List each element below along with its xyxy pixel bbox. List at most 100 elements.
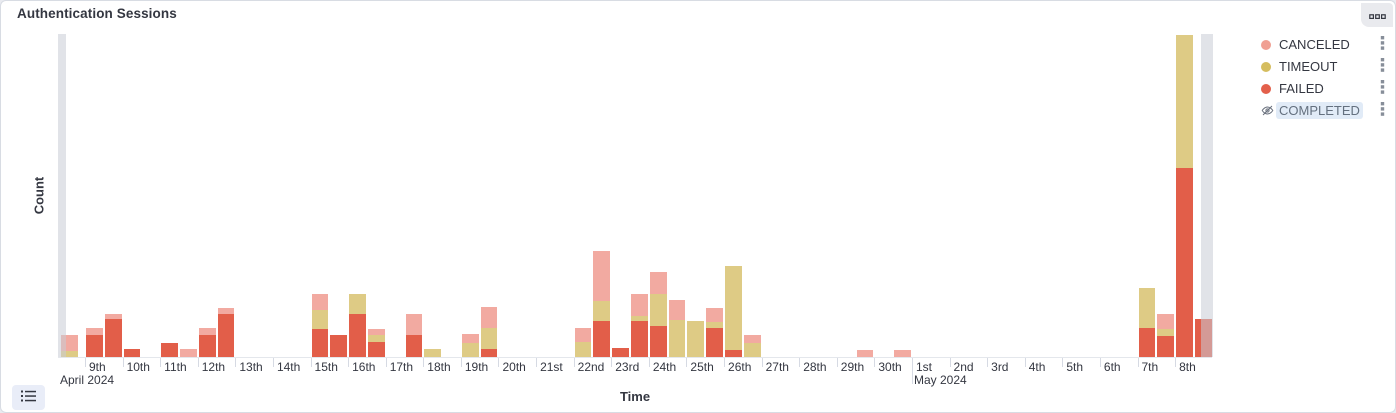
boxes-vertical-icon <box>1380 80 1385 97</box>
x-axis-tick-label: 8th <box>1179 360 1196 374</box>
bar-segment-timeout[interactable] <box>367 335 385 342</box>
legend-item-actions-button[interactable] <box>1378 34 1387 55</box>
x-axis-tick-label: 3rd <box>991 360 1009 374</box>
bar-segment-timeout[interactable] <box>631 316 648 321</box>
bar-segment-failed[interactable] <box>725 350 742 357</box>
x-axis-tick <box>911 358 913 384</box>
bar-segment-canceled[interactable] <box>743 335 761 343</box>
x-axis-tick-label: 13th <box>239 360 263 374</box>
x-axis-tick-label: 17th <box>389 360 414 374</box>
bar-segment-failed[interactable] <box>593 321 611 357</box>
legend-item-timeout[interactable]: TIMEOUT <box>1261 56 1387 77</box>
x-axis-tick <box>761 358 763 367</box>
legend-item-failed[interactable]: FAILED <box>1261 78 1387 99</box>
bar-segment-canceled[interactable] <box>668 300 686 320</box>
bar-segment-canceled[interactable] <box>85 328 103 335</box>
bar-segment-canceled[interactable] <box>1157 314 1175 329</box>
bar-segment-canceled[interactable] <box>480 307 498 328</box>
bar-segment-timeout[interactable] <box>1157 329 1175 336</box>
bar-segment-canceled[interactable] <box>217 308 235 314</box>
x-axis-tick <box>197 358 199 367</box>
x-axis-tick-label: 25th <box>690 360 714 374</box>
bar-segment-failed[interactable] <box>649 326 667 357</box>
legend-label: CANCELED <box>1279 37 1350 52</box>
panel-title: Authentication Sessions <box>17 6 177 21</box>
x-axis-tick-label: 4th <box>1028 360 1046 374</box>
plot-area <box>58 34 1213 357</box>
bar-segment-failed[interactable] <box>367 342 385 357</box>
bar-segment-timeout[interactable] <box>725 266 742 350</box>
bar-segment-timeout[interactable] <box>668 320 686 357</box>
bar-segment-failed[interactable] <box>1138 328 1156 357</box>
bar-segment-timeout[interactable] <box>311 310 329 329</box>
bar-segment-timeout[interactable] <box>349 294 366 314</box>
bar-segment-canceled[interactable] <box>856 350 874 357</box>
bar-segment-canceled[interactable] <box>706 308 723 322</box>
bar-segment-timeout[interactable] <box>687 321 705 357</box>
bar-segment-failed[interactable] <box>104 319 122 357</box>
legend-item-canceled[interactable]: CANCELED <box>1261 34 1387 55</box>
bar-segment-failed[interactable] <box>631 321 648 357</box>
bar-segment-timeout[interactable] <box>60 351 78 357</box>
bar-segment-canceled[interactable] <box>104 314 122 319</box>
bar-segment-timeout[interactable] <box>424 349 442 357</box>
x-axis-tick-label: 6th <box>1103 360 1121 374</box>
bar-segment-failed[interactable] <box>480 349 498 357</box>
bar-segment-canceled[interactable] <box>179 349 197 357</box>
bar-segment-canceled[interactable] <box>461 334 479 343</box>
bar-segment-failed[interactable] <box>612 348 630 357</box>
legend-toggle-button[interactable] <box>12 385 45 410</box>
bar-segment-failed[interactable] <box>330 335 348 357</box>
bar-segment-timeout[interactable] <box>574 342 592 357</box>
bar-segment-failed[interactable] <box>706 328 723 357</box>
bar-segment-failed[interactable] <box>217 314 235 357</box>
legend-item-actions-button[interactable] <box>1378 56 1387 77</box>
legend-label: FAILED <box>1279 81 1324 96</box>
bar-segment-failed[interactable] <box>311 329 329 357</box>
bar-segment-canceled[interactable] <box>894 350 911 357</box>
bar-segment-timeout[interactable] <box>1138 288 1156 328</box>
bar-segment-canceled[interactable] <box>593 251 611 301</box>
bar-segment-canceled[interactable] <box>405 314 423 335</box>
boxes-horizontal-icon <box>1368 8 1386 23</box>
x-axis-tick-label: 29th <box>840 360 865 374</box>
bar-segment-failed[interactable] <box>1176 168 1193 357</box>
x-axis-tick <box>1024 358 1026 367</box>
x-axis-tick <box>498 358 500 367</box>
bar-segment-canceled[interactable] <box>367 329 385 335</box>
panel-menu-button[interactable] <box>1361 3 1393 27</box>
legend-item-actions-button[interactable] <box>1378 78 1387 99</box>
bar-segment-failed[interactable] <box>1157 336 1175 357</box>
x-axis-tick <box>799 358 801 367</box>
x-axis-tick-label: 23rd <box>615 360 640 374</box>
bar-segment-canceled[interactable] <box>311 294 329 310</box>
bar-segment-failed[interactable] <box>405 335 423 357</box>
x-axis-tick <box>686 358 688 367</box>
bar-segment-failed[interactable] <box>349 314 366 357</box>
bar-segment-timeout[interactable] <box>1176 35 1193 168</box>
legend-item-completed[interactable]: COMPLETED <box>1261 100 1387 121</box>
bar-segment-failed[interactable] <box>123 349 141 357</box>
bar-segment-failed[interactable] <box>85 335 103 357</box>
x-axis-tick-label: 12th <box>201 360 226 374</box>
x-axis-tick <box>84 358 86 367</box>
bar-segment-timeout[interactable] <box>461 343 479 357</box>
x-axis-tick-label: 26th <box>728 360 752 374</box>
x-axis-tick-label: 5th <box>1066 360 1084 374</box>
x-axis-tick <box>1099 358 1101 367</box>
bar-segment-failed[interactable] <box>198 335 216 357</box>
legend-item-actions-button[interactable] <box>1378 100 1387 121</box>
bar-segment-canceled[interactable] <box>649 272 667 294</box>
partial-bucket-marker <box>1201 34 1213 357</box>
bar-segment-timeout[interactable] <box>743 343 761 357</box>
bar-segment-timeout[interactable] <box>649 294 667 326</box>
bar-segment-failed[interactable] <box>161 343 178 357</box>
bar-segment-canceled[interactable] <box>198 328 216 335</box>
bar-segment-timeout[interactable] <box>593 301 611 321</box>
bar-segment-timeout[interactable] <box>706 322 723 328</box>
bar-segment-timeout[interactable] <box>480 328 498 349</box>
x-axis-tick-label: 16th <box>352 360 376 374</box>
bar-segment-canceled[interactable] <box>631 294 648 316</box>
bar-segment-canceled[interactable] <box>574 328 592 342</box>
